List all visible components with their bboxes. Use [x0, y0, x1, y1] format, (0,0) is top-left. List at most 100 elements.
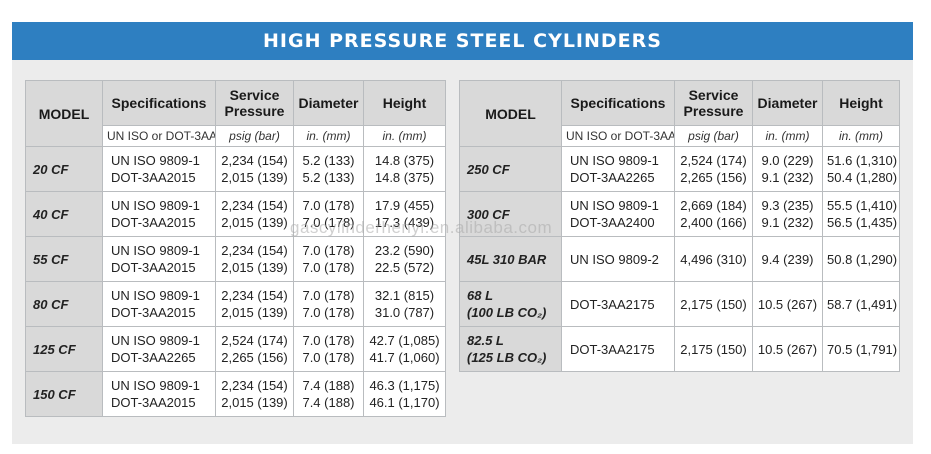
diameter-cell-line: 5.2 (133) [302, 153, 355, 168]
diameter-cell: 7.0 (178) 7.0 (178) [293, 281, 364, 327]
model-cell-line: 80 CF [33, 296, 69, 312]
height-cell: 42.7 (1,085) 41.7 (1,060) [363, 326, 446, 372]
model-cell-line: 250 CF [467, 161, 510, 177]
spec-cell-line: DOT-3AA2015 [111, 215, 196, 230]
specifications-subheader: UN ISO or DOT-3AA [561, 125, 675, 147]
height-header: Height [363, 80, 446, 126]
model-cell-line: 20 CF [33, 161, 69, 177]
pressure-cell-line: 2,234 (154) [221, 288, 288, 303]
diameter-cell-line: 7.0 (178) [302, 333, 355, 348]
pressure-cell: 4,496 (310) [674, 236, 753, 282]
height-cell-line: 14.8 (375) [374, 170, 435, 185]
height-cell-line: 23.2 (590) [374, 243, 435, 258]
diameter-cell-line: 9.4 (239) [761, 251, 814, 267]
table-row: 68 L (100 LB CO₂) DOT-3AA2175 2,175 (150) 10… [459, 281, 900, 327]
model-cell-line: 45L 310 BAR [467, 251, 547, 267]
model-cell-line: 68 L [467, 288, 494, 303]
model-cell-line: 40 CF [33, 206, 69, 222]
height-unit-subheader: in. (mm) [363, 125, 446, 147]
pressure-cell: 2,234 (154) 2,015 (139) [215, 191, 294, 237]
page-title: HIGH PRESSURE STEEL CYLINDERS [12, 22, 913, 60]
height-cell-line: 56.5 (1,435) [827, 215, 898, 230]
diameter-cell-line: 7.0 (178) [302, 305, 355, 320]
spec-cell: UN ISO 9809-1 DOT-3AA2015 [102, 281, 216, 327]
height-cell: 32.1 (815) 31.0 (787) [363, 281, 446, 327]
height-cell-line: 32.1 (815) [374, 288, 435, 303]
spec-cell: UN ISO 9809-1 DOT-3AA2015 [102, 191, 216, 237]
model-cell-line: (100 LB CO₂) [467, 305, 547, 320]
table-row: 55 CF UN ISO 9809-1 DOT-3AA2015 2,234 (154)… [25, 236, 446, 282]
specifications-header: Specifications [561, 80, 675, 126]
height-cell-line: 42.7 (1,085) [369, 333, 440, 348]
table-row: 20 CF UN ISO 9809-1 DOT-3AA2015 2,234 (154)… [25, 146, 446, 192]
specifications-header: Specifications [102, 80, 216, 126]
height-cell-line: 31.0 (787) [374, 305, 435, 320]
spec-cell-line: UN ISO 9809-2 [570, 251, 659, 267]
diameter-cell: 7.0 (178) 7.0 (178) [293, 236, 364, 282]
spec-cell-line: DOT-3AA2175 [570, 296, 655, 312]
spec-cell-line: UN ISO 9809-1 [111, 198, 200, 213]
service-pressure-header: Service Pressure [215, 80, 294, 126]
diameter-unit-subheader: in. (mm) [293, 125, 364, 147]
pressure-cell: 2,234 (154) 2,015 (139) [215, 371, 294, 417]
pressure-cell-line: 2,265 (156) [221, 350, 288, 365]
pressure-cell-line: 2,015 (139) [221, 170, 288, 185]
height-unit-subheader: in. (mm) [822, 125, 900, 147]
spec-cell: UN ISO 9809-1 DOT-3AA2265 [561, 146, 675, 192]
height-cell: 17.9 (455) 17.3 (439) [363, 191, 446, 237]
height-cell: 70.5 (1,791) [822, 326, 900, 372]
pressure-cell-line: 2,015 (139) [221, 395, 288, 410]
pressure-cell-line: 2,015 (139) [221, 260, 288, 275]
table-row: 45L 310 BAR UN ISO 9809-2 4,496 (310) 9.4 (… [459, 236, 900, 282]
height-cell: 58.7 (1,491) [822, 281, 900, 327]
table-row: 82.5 L (125 LB CO₂) DOT-3AA2175 2,175 (150)… [459, 326, 900, 372]
diameter-header: Diameter [293, 80, 364, 126]
right-table-body: 250 CF UN ISO 9809-1 DOT-3AA2265 2,524 (174… [459, 146, 900, 372]
model-cell-line: 125 CF [33, 341, 76, 357]
table-row: 40 CF UN ISO 9809-1 DOT-3AA2015 2,234 (154)… [25, 191, 446, 237]
model-cell-line: (125 LB CO₂) [467, 350, 547, 365]
height-cell: 50.8 (1,290) [822, 236, 900, 282]
pressure-cell-line: 2,015 (139) [221, 305, 288, 320]
spec-cell: UN ISO 9809-1 DOT-3AA2015 [102, 146, 216, 192]
height-cell-line: 46.1 (1,170) [369, 395, 440, 410]
service-pressure-header: Service Pressure [674, 80, 753, 126]
diameter-cell: 9.0 (229) 9.1 (232) [752, 146, 823, 192]
spec-cell: UN ISO 9809-2 [561, 236, 675, 282]
diameter-cell: 7.0 (178) 7.0 (178) [293, 326, 364, 372]
diameter-cell-line: 9.0 (229) [761, 153, 814, 168]
diameter-cell-line: 7.0 (178) [302, 198, 355, 213]
table-row: 150 CF UN ISO 9809-1 DOT-3AA2015 2,234 (154… [25, 371, 446, 417]
model-cell: 80 CF [25, 281, 103, 327]
diameter-header: Diameter [752, 80, 823, 126]
model-cell: 125 CF [25, 326, 103, 372]
diameter-cell: 9.3 (235) 9.1 (232) [752, 191, 823, 237]
height-cell-line: 51.6 (1,310) [827, 153, 898, 168]
pressure-unit-subheader: psig (bar) [215, 125, 294, 147]
diameter-cell-line: 9.3 (235) [761, 198, 814, 213]
diameter-cell: 7.0 (178) 7.0 (178) [293, 191, 364, 237]
spec-cell: UN ISO 9809-1 DOT-3AA2015 [102, 236, 216, 282]
diameter-cell-line: 7.0 (178) [302, 288, 355, 303]
height-cell: 14.8 (375) 14.8 (375) [363, 146, 446, 192]
model-cell-line: 300 CF [467, 206, 510, 222]
spec-cell-line: DOT-3AA2015 [111, 170, 196, 185]
height-cell: 46.3 (1,175) 46.1 (1,170) [363, 371, 446, 417]
spec-cell-line: UN ISO 9809-1 [570, 198, 659, 213]
height-cell-line: 17.9 (455) [374, 198, 435, 213]
model-cell: 40 CF [25, 191, 103, 237]
spec-cell-line: DOT-3AA2265 [111, 350, 196, 365]
pressure-cell: 2,524 (174) 2,265 (156) [674, 146, 753, 192]
diameter-cell: 9.4 (239) [752, 236, 823, 282]
diameter-cell-line: 5.2 (133) [302, 170, 355, 185]
diameter-unit-subheader: in. (mm) [752, 125, 823, 147]
spec-cell: DOT-3AA2175 [561, 326, 675, 372]
spec-cell-line: UN ISO 9809-1 [111, 288, 200, 303]
pressure-cell-line: 2,015 (139) [221, 215, 288, 230]
pressure-cell-line: 2,265 (156) [680, 170, 747, 185]
height-cell: 23.2 (590) 22.5 (572) [363, 236, 446, 282]
spec-cell: DOT-3AA2175 [561, 281, 675, 327]
pressure-cell-line: 4,496 (310) [680, 251, 747, 267]
spec-cell-line: DOT-3AA2175 [570, 341, 655, 357]
table-row: 80 CF UN ISO 9809-1 DOT-3AA2015 2,234 (154)… [25, 281, 446, 327]
